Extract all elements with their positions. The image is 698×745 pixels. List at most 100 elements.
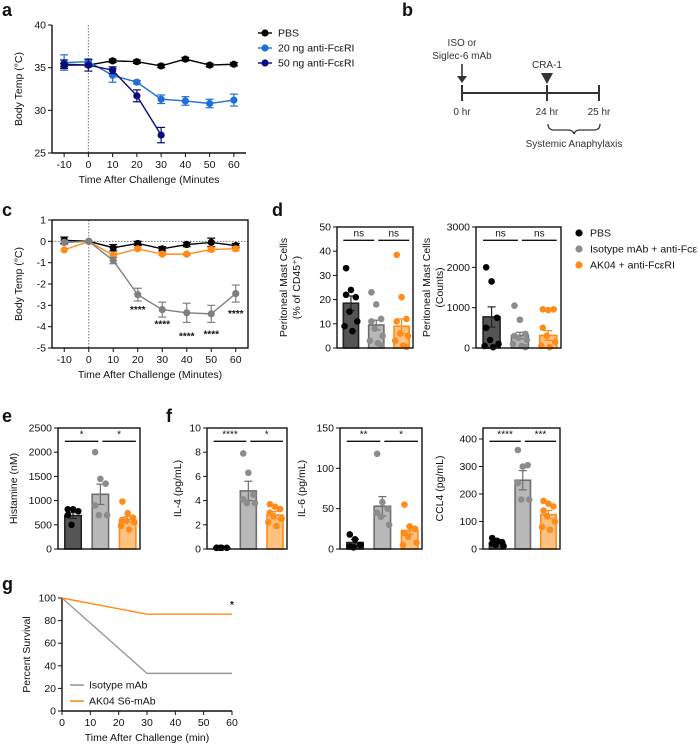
data-point	[346, 308, 353, 316]
y-tick-label: 3000	[447, 222, 471, 234]
data-point	[356, 541, 364, 549]
x-tick-label: -10	[57, 159, 72, 171]
x-tick-label: 50	[205, 354, 217, 366]
y-tick-label: 0	[40, 236, 46, 248]
y-tick-label: 100	[316, 463, 334, 475]
bar-group-1	[366, 289, 386, 349]
data-point	[401, 501, 408, 508]
data-point	[157, 95, 165, 103]
legend-panel-g: Isotype mAb AK04 S6-mAb	[70, 680, 156, 708]
significance-label: *	[265, 429, 269, 440]
y-tick-label: -1	[37, 257, 46, 269]
bar-group-2	[265, 500, 285, 550]
y-tick-label: 4	[195, 495, 201, 507]
y-tick-label: 200	[459, 489, 477, 501]
data-point	[413, 539, 420, 546]
bar-group-0	[341, 264, 361, 349]
y-axis-label: Percent Survival	[21, 616, 33, 692]
legend-panel-a: PBS 20 ng anti-FcεRI 50 ng anti-FcεRI	[258, 28, 354, 70]
data-point	[342, 291, 350, 299]
data-point	[250, 491, 257, 498]
bar-group-0	[212, 544, 231, 552]
bar-group-1	[514, 446, 533, 550]
y-tick-label: 20	[44, 683, 56, 695]
data-point	[270, 513, 277, 520]
bar-group-2	[399, 501, 420, 550]
data-point	[384, 505, 391, 512]
x-axis-label: Time After Challenge (Minutes	[79, 174, 220, 186]
x-tick-label: 30	[156, 354, 168, 366]
legend-marker	[575, 229, 583, 237]
arrow-down-icon	[457, 76, 467, 83]
bar-group-0	[481, 264, 502, 351]
x-tick-label: 40	[169, 717, 181, 729]
series-1	[61, 597, 232, 615]
panel-letter-g: g	[2, 574, 13, 594]
data-point	[157, 62, 165, 70]
data-point	[207, 310, 215, 318]
data-point	[133, 78, 141, 86]
significance-label: ns	[354, 228, 365, 239]
data-point	[371, 325, 379, 332]
panel-letter-e: e	[2, 406, 12, 426]
data-point	[60, 60, 68, 68]
data-point	[347, 286, 355, 294]
y-tick-label: 300	[459, 461, 477, 473]
x-tick-label: 60	[230, 354, 242, 366]
timeline-diagram: 0 hr 24 hr 25 hr ISO or Siglec-6 mAb CRA-1 Sys…	[432, 38, 622, 150]
data-point	[278, 515, 285, 523]
y-tick-label: 2000	[29, 447, 53, 459]
y-tick-label: 25	[34, 148, 46, 160]
x-tick-label: 60	[226, 717, 238, 729]
data-point	[273, 522, 280, 530]
data-point	[97, 475, 104, 483]
data-point	[91, 502, 99, 509]
triangle-down-icon	[541, 73, 553, 84]
treatment-label: ISO or	[448, 38, 478, 49]
significance-annotation: ****	[179, 331, 195, 342]
data-point	[266, 500, 274, 508]
data-point	[157, 131, 165, 139]
x-tick-label: 0	[59, 717, 65, 729]
significance-label: ****	[222, 429, 238, 440]
data-point	[95, 511, 103, 519]
data-point	[243, 499, 251, 507]
data-point	[377, 513, 385, 521]
data-point	[124, 509, 131, 517]
data-point	[349, 327, 356, 335]
data-point	[488, 534, 496, 542]
x-tick-label: -10	[57, 354, 72, 366]
data-point	[232, 290, 240, 298]
data-point	[134, 245, 142, 253]
series-line	[64, 60, 234, 105]
significance-label: ****	[497, 429, 513, 440]
x-tick-label: 40	[180, 159, 192, 171]
data-point	[515, 334, 522, 342]
window-label: Systemic Anaphylaxis	[526, 139, 623, 150]
bar-group-0	[64, 506, 83, 550]
data-point	[406, 523, 414, 530]
significance-annotation: ****	[203, 329, 219, 340]
legend-item: 50 ng anti-FcεRI	[258, 58, 354, 70]
data-point	[524, 461, 532, 469]
data-point	[133, 58, 141, 66]
y-tick-label: -2	[37, 279, 46, 291]
plot-frame	[336, 226, 414, 349]
data-point	[393, 318, 401, 325]
y-tick-label: 30	[319, 270, 331, 282]
y-tick-label: 2500	[29, 423, 53, 435]
plot-frame	[57, 427, 141, 550]
legend-marker	[261, 59, 269, 67]
series-2	[60, 237, 240, 323]
y-tick-label: 6	[195, 471, 201, 483]
legend-item: AK04 + anti-FcεRI	[575, 260, 675, 272]
data-point	[125, 526, 133, 533]
data-point	[403, 315, 410, 323]
data-point	[393, 251, 401, 259]
legend-marker	[261, 29, 269, 37]
y-tick-label: 8	[195, 447, 201, 459]
data-point	[404, 332, 412, 340]
y-tick-label: 100	[38, 593, 56, 605]
data-point	[131, 519, 138, 526]
